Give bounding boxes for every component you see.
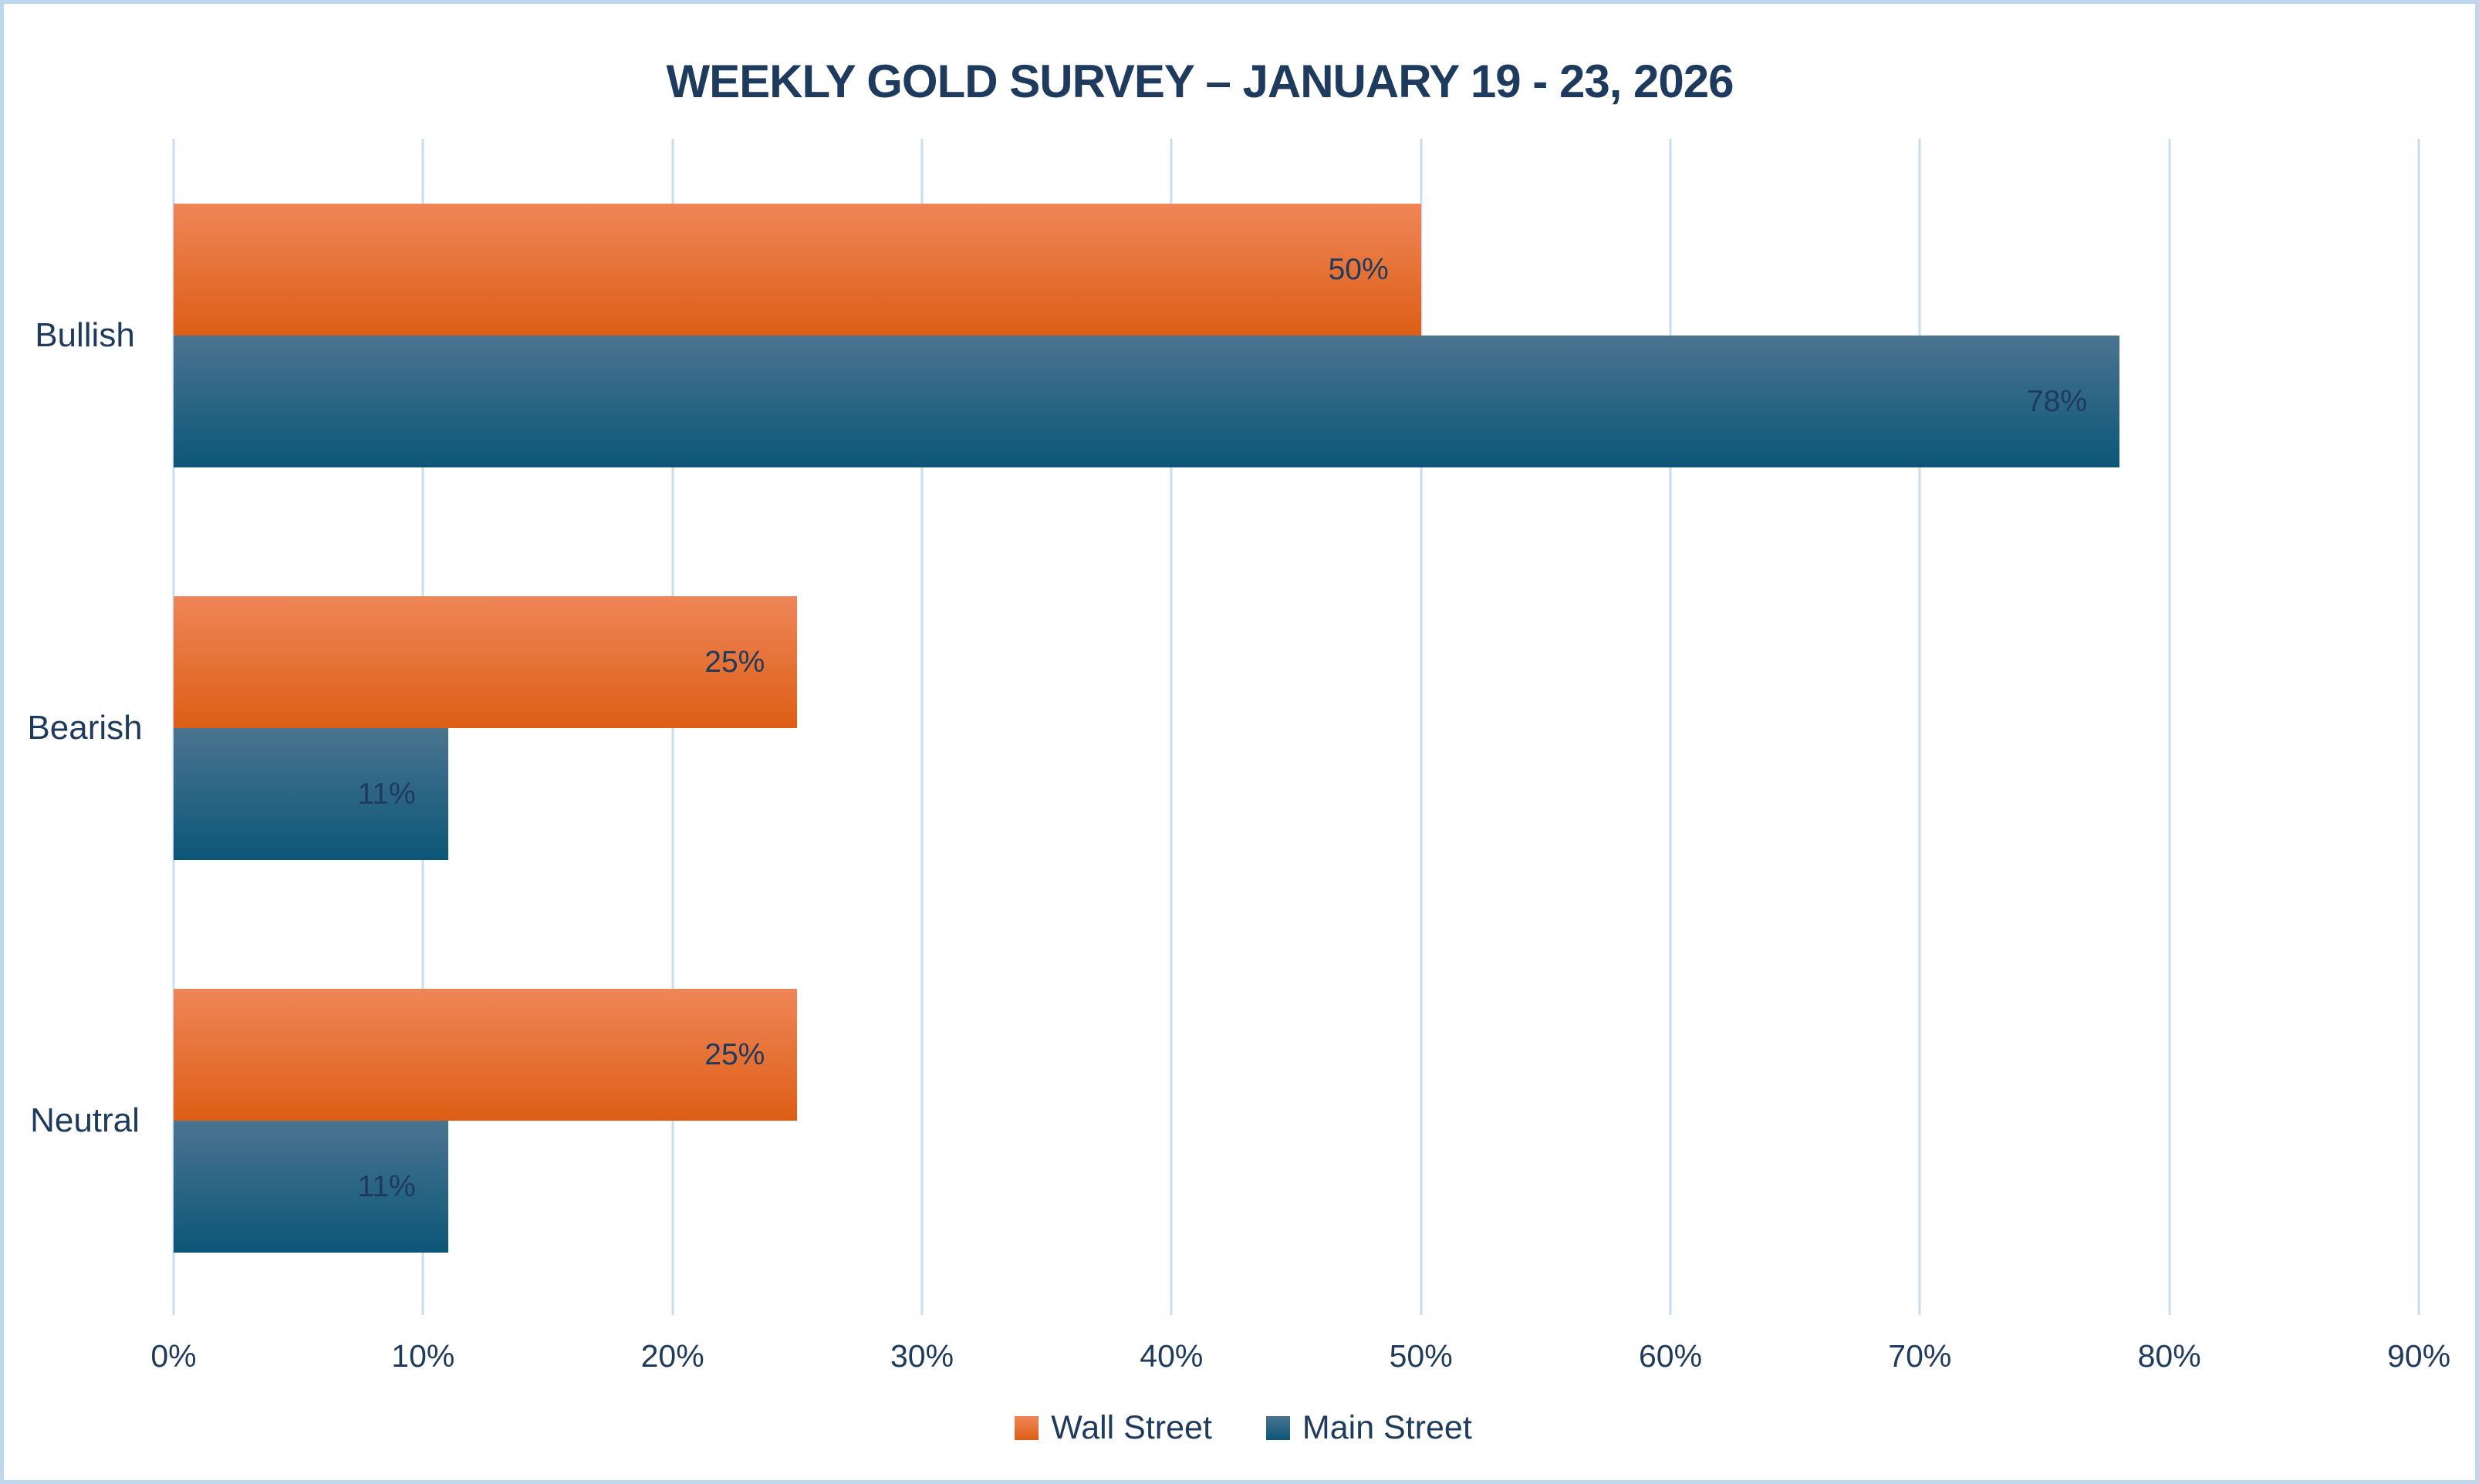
x-axis-tick-label: 80% bbox=[2137, 1338, 2201, 1374]
x-axis-tick-label: 10% bbox=[391, 1338, 455, 1374]
chart-title: WEEKLY GOLD SURVEY – JANUARY 19 - 23, 20… bbox=[666, 56, 1734, 107]
bar-bearish-wall-street[interactable]: 25% bbox=[174, 596, 798, 728]
category-label-bullish: Bullish bbox=[35, 316, 135, 354]
x-axis-tick-label: 0% bbox=[150, 1338, 197, 1374]
bar-neutral-wall-street[interactable]: 25% bbox=[174, 989, 798, 1121]
x-axis-tick-label: 60% bbox=[1638, 1338, 1703, 1374]
data-label: 11% bbox=[357, 1169, 416, 1203]
bar-bullish-main-street[interactable]: 78% bbox=[174, 336, 2119, 467]
plot-area: 0% 10% 20% 30% 40% 50% 60% 70% 80% 90% Bullish 50% 7… bbox=[27, 139, 2450, 1374]
data-label: 25% bbox=[704, 645, 765, 679]
gridline bbox=[2168, 139, 2171, 1315]
gridline bbox=[920, 139, 924, 1315]
legend-swatch-icon bbox=[1265, 1416, 1290, 1440]
legend-label: Main Street bbox=[1302, 1409, 1472, 1446]
x-axis-tick-label: 70% bbox=[1888, 1338, 1952, 1374]
data-label: 78% bbox=[2026, 384, 2087, 418]
bar-neutral-main-street[interactable]: 11% bbox=[174, 1121, 448, 1253]
legend-item-main-street[interactable]: Main Street bbox=[1265, 1409, 1472, 1447]
gridline bbox=[1918, 139, 1921, 1315]
data-label: 50% bbox=[1328, 252, 1389, 286]
x-axis-tick-label: 50% bbox=[1389, 1338, 1453, 1374]
data-label: 11% bbox=[357, 777, 416, 811]
gridline bbox=[1170, 139, 1173, 1315]
gridline bbox=[2417, 139, 2420, 1315]
gridline bbox=[1420, 139, 1423, 1315]
category-label-neutral: Neutral bbox=[30, 1101, 140, 1139]
gridline bbox=[1669, 139, 1672, 1315]
legend-item-wall-street[interactable]: Wall Street bbox=[1015, 1409, 1212, 1447]
legend-label: Wall Street bbox=[1051, 1409, 1212, 1446]
legend: Wall Street Main Street bbox=[4, 1409, 2475, 1447]
bar-bearish-main-street[interactable]: 11% bbox=[174, 728, 448, 860]
data-label: 25% bbox=[704, 1037, 765, 1071]
x-axis-tick-label: 90% bbox=[2386, 1338, 2451, 1374]
x-axis-tick-label: 40% bbox=[1140, 1338, 1204, 1374]
x-axis-tick-label: 20% bbox=[640, 1338, 704, 1374]
x-axis-tick-label: 30% bbox=[890, 1338, 954, 1374]
legend-swatch-icon bbox=[1015, 1416, 1039, 1440]
category-label-bearish: Bearish bbox=[27, 709, 143, 747]
bar-bullish-wall-street[interactable]: 50% bbox=[174, 204, 1421, 336]
